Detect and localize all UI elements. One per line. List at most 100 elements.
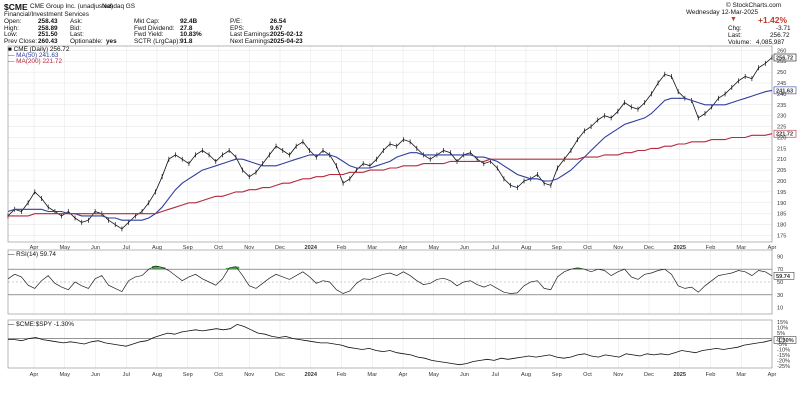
price-field-label-0: Open: bbox=[4, 18, 22, 25]
legend-ma200: — MA(200) 221.72 bbox=[8, 58, 62, 65]
ma50-line bbox=[7, 89, 773, 221]
x-tick-bottom-11: Mar bbox=[367, 372, 377, 378]
date: Wednesday 12-Mar-2025 bbox=[686, 9, 758, 16]
earnings-field-value-3: 2025-04-23 bbox=[270, 37, 303, 45]
x-tick-3: Jul bbox=[123, 245, 130, 251]
y-tick-price-7: 210 bbox=[777, 157, 786, 163]
price-field-value-2: 251.50 bbox=[38, 31, 58, 39]
symbol: $CME bbox=[4, 2, 28, 12]
change-arrow: ▼ bbox=[730, 16, 737, 23]
y-tick-ratio-8: -25% bbox=[777, 364, 790, 370]
fundamental-field-value-3: 91.8 bbox=[180, 37, 193, 45]
x-tick-bottom-2: Jun bbox=[91, 372, 100, 378]
price-field-value-3: 260.43 bbox=[38, 37, 58, 45]
x-tick-7: Nov bbox=[244, 245, 254, 251]
x-tick-11: Mar bbox=[367, 245, 377, 251]
x-tick-18: Oct bbox=[583, 245, 592, 251]
x-tick-2: Jun bbox=[91, 245, 100, 251]
panel-frame-2 bbox=[7, 319, 773, 369]
x-tick-15: Jul bbox=[492, 245, 499, 251]
y-tick-ratio-4: -5% bbox=[777, 342, 787, 348]
quote-field-label-0: Ask: bbox=[70, 18, 83, 25]
y-tick-rsi-3: 70 bbox=[777, 267, 783, 273]
x-tick-5: Sep bbox=[183, 245, 193, 251]
earnings-field-label-3: Next Earnings: bbox=[230, 37, 272, 45]
price-line-last-value: 256.72 bbox=[776, 55, 793, 61]
x-tick-14: Jun bbox=[460, 245, 469, 251]
legend-price: ■ CME (Daily) 256.72 bbox=[8, 46, 70, 53]
ratio-line bbox=[8, 323, 773, 366]
y-tick-price-16: 255 bbox=[777, 59, 786, 65]
y-tick-price-1: 180 bbox=[777, 223, 786, 229]
last-value: 256.72 bbox=[770, 32, 790, 39]
rsi-overbought-fill-22 bbox=[152, 266, 159, 270]
ma50-line-last-value: 241.63 bbox=[776, 88, 793, 94]
x-tick-bottom-1: May bbox=[59, 372, 70, 378]
x-tick-1: May bbox=[59, 245, 70, 251]
company-name: CME Group Inc. (unadjusted) bbox=[30, 3, 114, 10]
price-field-value-1: 258.89 bbox=[38, 24, 58, 32]
x-tick-bottom-21: 2025 bbox=[674, 372, 686, 378]
y-tick-ratio-2: 5% bbox=[777, 331, 785, 337]
exchange: Nasdaq GS bbox=[102, 3, 136, 10]
y-tick-rsi-0: 10 bbox=[777, 306, 783, 312]
rsi-last-value: 59.74 bbox=[776, 274, 791, 280]
x-tick-24: Apr bbox=[768, 245, 777, 251]
chg-value: -3.71 bbox=[776, 25, 791, 32]
x-tick-bottom-3: Jul bbox=[123, 372, 130, 378]
source: © StockCharts.com bbox=[726, 2, 782, 9]
price-field-value-0: 258.43 bbox=[38, 18, 58, 25]
y-tick-rsi-1: 30 bbox=[777, 293, 783, 299]
y-tick-ratio-5: -10% bbox=[777, 347, 790, 353]
x-tick-4: Aug bbox=[152, 245, 162, 251]
y-tick-price-17: 260 bbox=[777, 48, 786, 54]
fundamental-field-value-1: 27.8 bbox=[180, 24, 193, 32]
y-tick-price-3: 190 bbox=[777, 201, 786, 207]
y-tick-price-6: 205 bbox=[777, 168, 786, 174]
chart-header: $CME CME Group Inc. (unadjusted) Nasdaq … bbox=[0, 0, 800, 46]
panel-frames bbox=[7, 45, 773, 369]
x-tick-bottom-23: Mar bbox=[736, 372, 746, 378]
x-tick-8: Dec bbox=[275, 245, 285, 251]
y-tick-price-15: 250 bbox=[777, 70, 786, 76]
x-tick-bottom-0: Apr bbox=[30, 372, 39, 378]
y-tick-price-12: 235 bbox=[777, 103, 786, 109]
quote-field-label-3: Optionable: bbox=[70, 37, 103, 45]
earnings-field-label-1: EPS: bbox=[230, 24, 245, 32]
x-tick-23: Mar bbox=[736, 245, 746, 251]
x-tick-9: 2024 bbox=[305, 245, 318, 251]
x-tick-bottom-24: Apr bbox=[768, 372, 777, 378]
y-tick-rsi-2: 50 bbox=[777, 280, 783, 286]
rsi-overbought-fill-85 bbox=[574, 267, 581, 270]
y-tick-price-13: 240 bbox=[777, 92, 786, 98]
y-tick-ratio-0: 15% bbox=[777, 320, 788, 326]
panel-frame-1 bbox=[7, 249, 773, 315]
legend-ratio: — $CME:$SPY -1.30% bbox=[8, 321, 74, 328]
ma200-line bbox=[8, 133, 773, 217]
x-tick-bottom-14: Jun bbox=[460, 372, 469, 378]
ma200-line-last-box bbox=[773, 129, 797, 138]
rsi-overbought-fill-34 bbox=[232, 266, 240, 270]
fundamental-field-label-0: Mkt Cap: bbox=[134, 18, 160, 25]
panel-frame-0 bbox=[7, 45, 773, 243]
price-field-label-2: Low: bbox=[4, 31, 18, 39]
x-tick-bottom-12: Apr bbox=[399, 372, 408, 378]
x-tick-19: Nov bbox=[613, 245, 623, 251]
ratio-last-value: -1.30% bbox=[776, 338, 794, 344]
legend-ma50: — MA(50) 241.63 bbox=[8, 52, 59, 59]
x-tick-22: Feb bbox=[706, 245, 716, 251]
fundamental-field-value-0: 92.4B bbox=[180, 18, 198, 25]
tick-labels: Apr Apr May May Jun Jun Jul Jul Aug Aug Sep Sep Oct O… bbox=[30, 48, 790, 378]
x-tick-6: Oct bbox=[214, 245, 223, 251]
price-field-label-1: High: bbox=[4, 24, 19, 32]
y-tick-price-11: 230 bbox=[777, 114, 786, 120]
fundamental-field-value-2: 10.83% bbox=[180, 31, 202, 39]
quote-field-label-2: Last: bbox=[70, 31, 84, 39]
y-tick-ratio-3: 0% bbox=[777, 337, 785, 343]
ma50-line-last-box bbox=[773, 86, 797, 95]
y-tick-price-0: 175 bbox=[777, 233, 786, 239]
x-tick-bottom-5: Sep bbox=[183, 372, 193, 378]
y-tick-rsi-4: 90 bbox=[777, 254, 783, 260]
x-tick-bottom-6: Oct bbox=[214, 372, 223, 378]
